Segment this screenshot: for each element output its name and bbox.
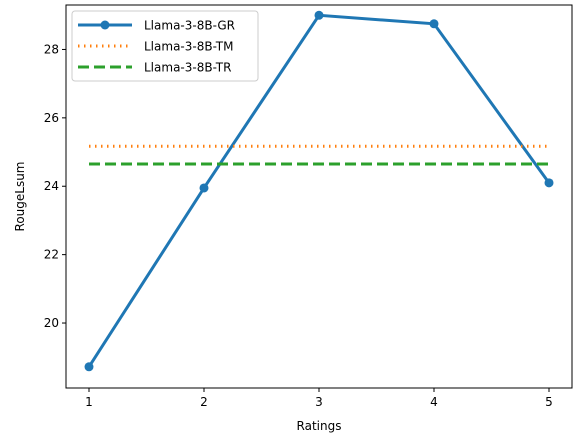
- legend: Llama-3-8B-GR Llama-3-8B-TM Llama-3-8B-TR: [71, 10, 259, 82]
- data-point-0-1: [199, 183, 209, 193]
- legend-label: Llama-3-8B-TR: [144, 61, 231, 75]
- y-tick-label: 28: [44, 42, 59, 56]
- x-axis-label: Ratings: [297, 419, 342, 433]
- y-tick-label: 24: [44, 179, 59, 193]
- data-point-0-3: [429, 19, 439, 29]
- y-tick-label: 26: [44, 111, 59, 125]
- data-point-0-2: [314, 10, 324, 20]
- y-axis-label: RougeLsum: [13, 162, 27, 232]
- legend-label: Llama-3-8B-TM: [144, 40, 234, 54]
- x-tick-label: 2: [200, 395, 208, 409]
- y-tick-label: 22: [44, 248, 59, 262]
- legend-marker-0: [100, 20, 110, 30]
- x-tick-label: 4: [430, 395, 438, 409]
- y-tick-label: 20: [44, 316, 59, 330]
- data-point-0-4: [544, 178, 554, 188]
- x-tick-label: 1: [85, 395, 93, 409]
- legend-box: [71, 10, 259, 82]
- series-layer: [84, 10, 554, 372]
- data-point-0-0: [84, 362, 94, 372]
- legend-label: Llama-3-8B-GR: [144, 19, 235, 33]
- y-axis: 20 22 24 26 28: [44, 42, 66, 330]
- x-tick-label: 3: [315, 395, 323, 409]
- x-tick-label: 5: [545, 395, 553, 409]
- x-axis: 1 2 3 4 5: [85, 388, 553, 409]
